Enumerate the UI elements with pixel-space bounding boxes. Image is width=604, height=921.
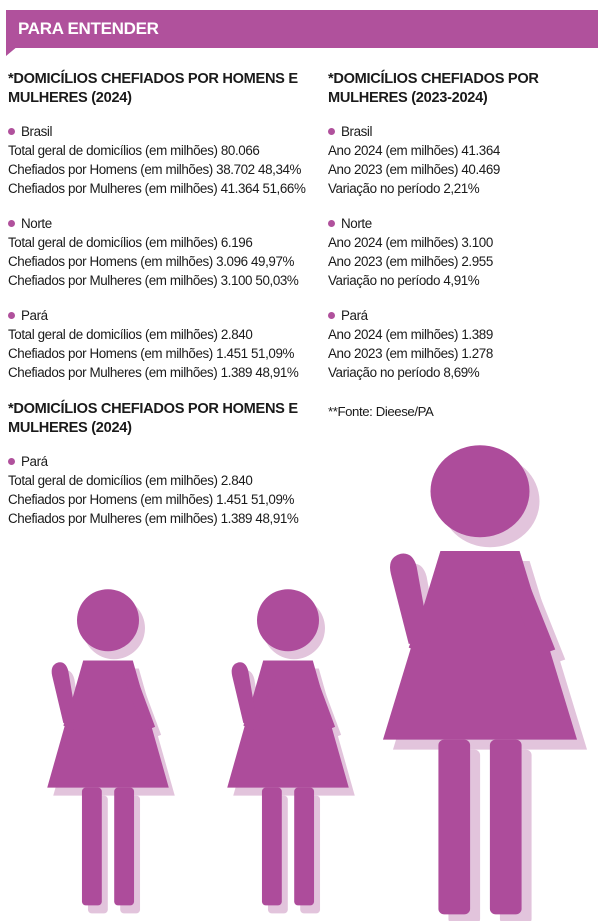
bullet-dot: [328, 128, 335, 135]
bullet-dot: [328, 312, 335, 319]
data-line: Chefiados por Homens (em milhões) 1.451 …: [8, 492, 295, 507]
bullet-dot: [8, 220, 15, 227]
region-group-para: Pará Ano 2024 (em milhões) 1.389 Ano 202…: [328, 306, 598, 382]
data-line: Ano 2024 (em milhões) 3.100: [328, 235, 493, 250]
data-line: Ano 2023 (em milhões) 1.278: [328, 346, 493, 361]
region-label: Pará: [21, 454, 48, 469]
bullet-dot: [8, 128, 15, 135]
source-note: **Fonte: Dieese/PA: [328, 404, 434, 419]
bullet-dot: [328, 220, 335, 227]
header-title: PARA ENTENDER: [18, 19, 159, 38]
data-line: Total geral de domicílios (em milhões) 2…: [8, 473, 253, 488]
data-line: Chefiados por Mulheres (em milhões) 1.38…: [8, 511, 299, 526]
header-banner: [6, 10, 598, 48]
data-line: Total geral de domicílios (em milhões) 8…: [8, 143, 260, 158]
region-label: Pará: [341, 308, 368, 323]
region-label: Brasil: [21, 124, 53, 139]
data-line: Variação no período 8,69%: [328, 365, 480, 380]
bullet-dot: [8, 312, 15, 319]
data-line: Chefiados por Mulheres (em milhões) 1.38…: [8, 365, 299, 380]
region-label: Norte: [21, 216, 52, 231]
woman-figure-body: [47, 589, 169, 906]
data-line: Ano 2024 (em milhões) 41.364: [328, 143, 500, 158]
data-line: Chefiados por Homens (em milhões) 1.451 …: [8, 346, 295, 361]
woman-figure-icon: [47, 589, 175, 914]
bullet-dot: [8, 458, 15, 465]
region-group-norte: Norte Total geral de domicílios (em milh…: [8, 214, 308, 290]
region-group-norte: Norte Ano 2024 (em milhões) 3.100 Ano 20…: [328, 214, 598, 290]
region-label: Pará: [21, 308, 48, 323]
region-group-para: Pará Total geral de domicílios (em milhõ…: [8, 306, 308, 382]
woman-figure-icon: [227, 589, 355, 914]
left-section-2: *DOMICÍLIOS CHEFIADOS POR HOMENS E MULHE…: [8, 400, 308, 528]
data-line: Ano 2023 (em milhões) 2.955: [328, 254, 493, 269]
region-group-brasil: Brasil Ano 2024 (em milhões) 41.364 Ano …: [328, 122, 598, 198]
data-line: Chefiados por Mulheres (em milhões) 3.10…: [8, 273, 299, 288]
data-line: Variação no período 4,91%: [328, 273, 480, 288]
data-line: Ano 2023 (em milhões) 40.469: [328, 162, 500, 177]
header-banner-tab: [6, 46, 18, 56]
section-heading: *DOMICÍLIOS CHEFIADOS POR MULHERES (2023…: [328, 71, 539, 106]
left-section-1: *DOMICÍLIOS CHEFIADOS POR HOMENS E MULHE…: [8, 70, 308, 382]
woman-figure-icon: [382, 445, 588, 921]
data-line: Variação no período 2,21%: [328, 181, 480, 196]
region-group-para: Pará Total geral de domicílios (em milhõ…: [8, 452, 308, 528]
data-line: Chefiados por Mulheres (em milhões) 41.3…: [8, 181, 306, 196]
region-group-brasil: Brasil Total geral de domicílios (em mil…: [8, 122, 308, 198]
left-column: *DOMICÍLIOS CHEFIADOS POR HOMENS E MULHE…: [8, 70, 308, 544]
section-heading: *DOMICÍLIOS CHEFIADOS POR HOMENS E MULHE…: [8, 71, 298, 106]
data-line: Chefiados por Homens (em milhões) 38.702…: [8, 162, 302, 177]
right-column: *DOMICÍLIOS CHEFIADOS POR MULHERES (2023…: [328, 70, 598, 421]
region-label: Brasil: [341, 124, 373, 139]
data-line: Ano 2024 (em milhões) 1.389: [328, 327, 493, 342]
data-line: Total geral de domicílios (em milhões) 2…: [8, 327, 253, 342]
woman-figure-body: [227, 589, 349, 906]
section-heading: *DOMICÍLIOS CHEFIADOS POR HOMENS E MULHE…: [8, 401, 298, 436]
data-line: Chefiados por Homens (em milhões) 3.096 …: [8, 254, 295, 269]
data-line: Total geral de domicílios (em milhões) 6…: [8, 235, 253, 250]
region-label: Norte: [341, 216, 372, 231]
